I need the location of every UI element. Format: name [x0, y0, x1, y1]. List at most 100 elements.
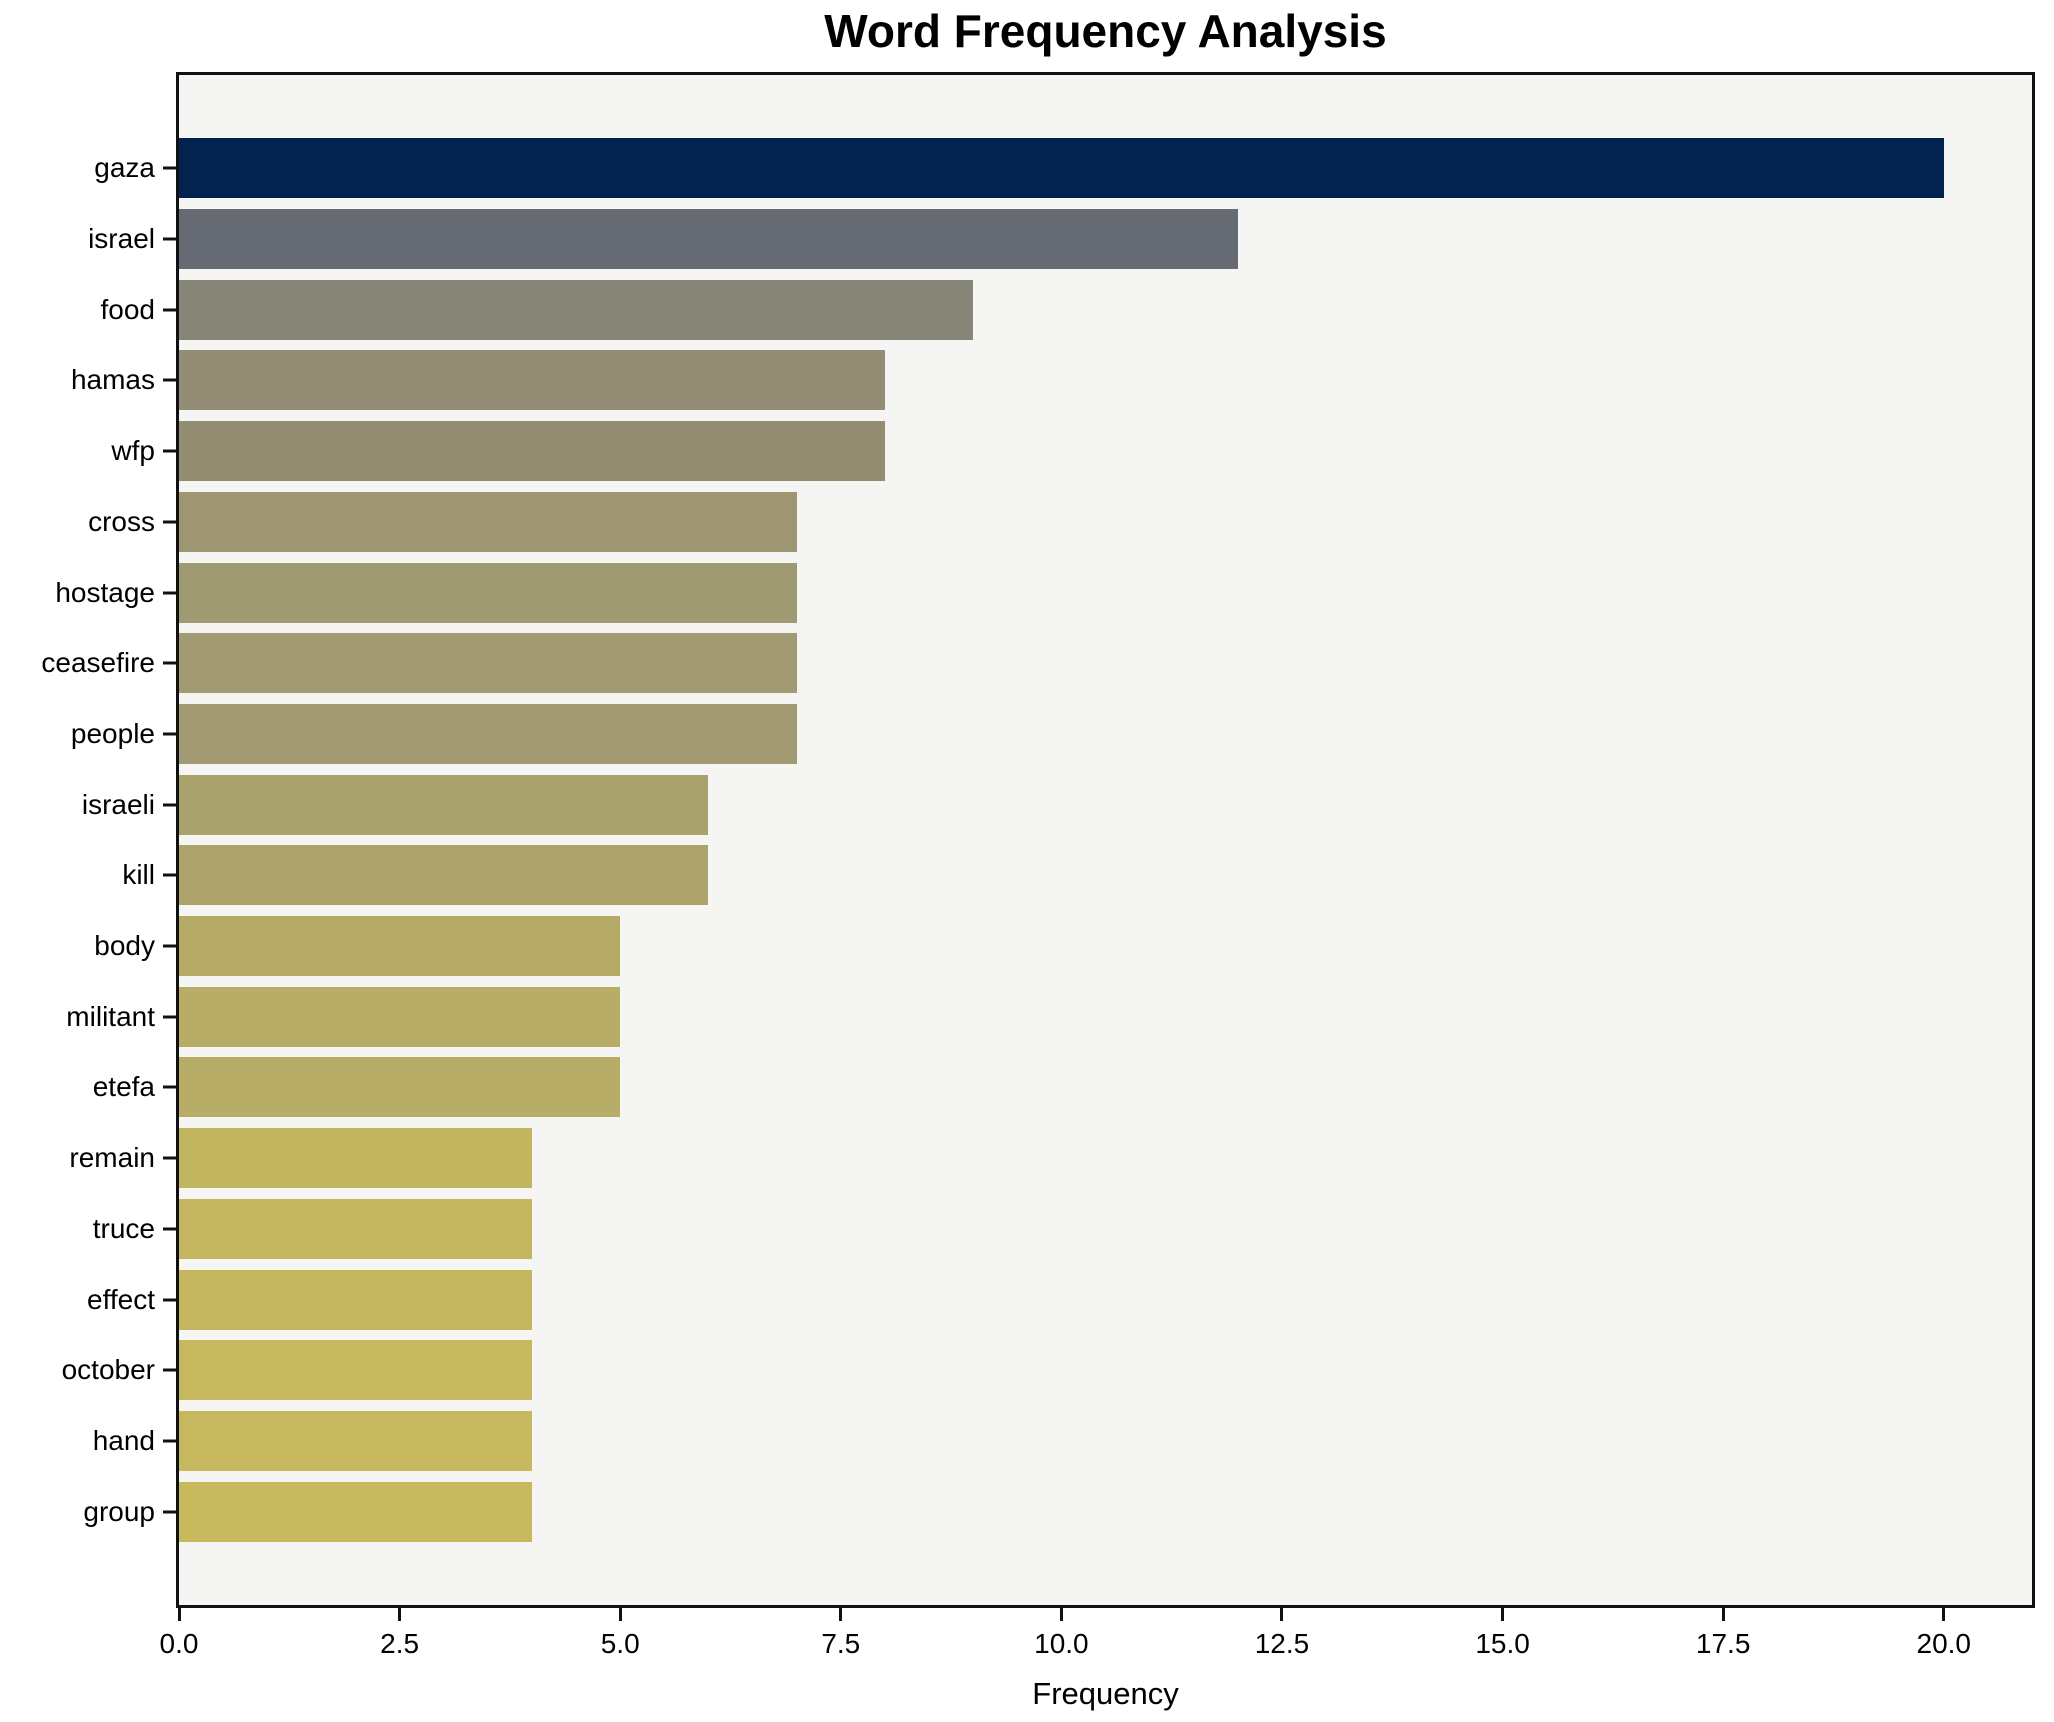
y-tick-mark [163, 1298, 176, 1302]
y-tick-label: cross [88, 505, 155, 537]
bar-row: gaza [94, 133, 2032, 204]
y-tick-label: hostage [55, 576, 155, 608]
bar-row: hamas [71, 345, 2032, 416]
x-tick-mark [1059, 1608, 1063, 1621]
bar [179, 1340, 532, 1401]
bar-row: truce [93, 1194, 2032, 1265]
y-tick-mark [163, 378, 176, 382]
bar [179, 1411, 532, 1471]
x-tick-mark [1501, 1608, 1505, 1621]
y-tick-mark [163, 1156, 176, 1160]
x-tick-mark [1280, 1608, 1284, 1621]
x-tick-mark [839, 1608, 843, 1621]
bar [179, 491, 797, 552]
y-tick-mark [163, 237, 176, 241]
bar-row: kill [122, 840, 2032, 911]
x-tick-mark [177, 1608, 181, 1621]
bar-row: wfp [111, 416, 2032, 487]
y-tick-mark [163, 591, 176, 595]
y-tick-mark [163, 308, 176, 312]
x-tick-label: 15.0 [1475, 1628, 1530, 1659]
y-tick-mark [163, 803, 176, 807]
x-tick-label: 0.0 [159, 1628, 199, 1659]
bar-row: israeli [82, 769, 2032, 840]
bar [179, 1057, 621, 1118]
x-tick-mark [1942, 1608, 1946, 1621]
plot-area: gaza israel food hamas wfp cross hostage ceasef… [41, 72, 2035, 1659]
y-tick-mark [163, 1227, 176, 1231]
bar [179, 774, 709, 835]
y-tick-label: militant [66, 1000, 155, 1032]
y-tick-label: israeli [81, 788, 155, 820]
y-tick-label: people [70, 717, 155, 749]
bar [179, 1481, 532, 1542]
bar [179, 986, 621, 1047]
bar-row: israel [88, 204, 2032, 275]
x-tick-mark [1721, 1608, 1725, 1621]
bar-row: food [101, 274, 2032, 345]
bar [179, 562, 797, 623]
bar-row: hand [93, 1406, 2032, 1477]
bar-row: people [71, 699, 2032, 770]
bar-row: group [83, 1476, 2032, 1547]
y-tick-mark [163, 944, 176, 948]
bar-row: hostage [55, 557, 2032, 628]
y-tick-label: hand [92, 1425, 155, 1456]
bar-row: remain [69, 1123, 2032, 1194]
y-tick-label: kill [122, 859, 155, 891]
y-tick-label: remain [69, 1142, 155, 1174]
y-tick-mark [163, 520, 176, 524]
y-tick-label: october [61, 1354, 155, 1386]
x-tick-mark [398, 1608, 402, 1621]
bar-row: body [94, 911, 2032, 982]
bar [179, 1198, 532, 1259]
bar [179, 916, 621, 977]
x-tick-label: 20.0 [1916, 1628, 1972, 1659]
bar [179, 845, 709, 906]
bar-rows: gaza israel food hamas wfp cross hostage ceasef… [41, 133, 2032, 1547]
bar [179, 209, 1238, 270]
y-tick-label: etefa [92, 1071, 155, 1103]
bar-row: october [62, 1335, 2032, 1406]
x-tick-label: 17.5 [1695, 1628, 1751, 1659]
y-tick-mark [163, 1368, 176, 1372]
x-axis-label: Frequency [1032, 1676, 1179, 1711]
bar [179, 350, 885, 411]
y-tick-label: israel [88, 223, 155, 255]
y-tick-label: truce [92, 1212, 155, 1244]
y-tick-label: food [100, 293, 156, 325]
x-tick-label: 7.5 [821, 1628, 861, 1659]
x-tick-label: 5.0 [600, 1628, 640, 1659]
bar [179, 138, 1944, 199]
chart-title: Word Frequency Analysis [824, 5, 1387, 57]
y-tick-mark [163, 166, 176, 170]
bar [179, 279, 974, 340]
bar-row: ceasefire [41, 628, 2032, 699]
y-tick-mark [163, 732, 176, 736]
y-tick-label: hamas [70, 364, 155, 396]
bar-row: etefa [93, 1052, 2032, 1123]
x-tick-mark [618, 1608, 622, 1621]
y-tick-mark [163, 1439, 176, 1443]
bar [179, 633, 797, 694]
y-tick-mark [163, 1015, 176, 1019]
bar [179, 421, 885, 482]
x-tick-label: 12.5 [1254, 1628, 1310, 1659]
x-tick-label: 10.0 [1034, 1628, 1089, 1659]
y-tick-label: effect [87, 1283, 155, 1315]
bar-row: effect [87, 1264, 2032, 1335]
bar-row: cross [88, 487, 2032, 558]
y-tick-mark [163, 1510, 176, 1514]
y-tick-label: ceasefire [41, 647, 155, 679]
bar [179, 1269, 532, 1330]
y-tick-mark [163, 449, 176, 453]
y-tick-mark [163, 661, 176, 665]
bar-row: militant [66, 981, 2032, 1052]
bar [179, 703, 797, 764]
y-tick-mark [163, 873, 176, 877]
x-tick-label: 2.5 [380, 1628, 420, 1659]
y-tick-label: group [83, 1495, 155, 1527]
y-tick-label: gaza [94, 152, 155, 184]
bar [179, 1128, 532, 1189]
